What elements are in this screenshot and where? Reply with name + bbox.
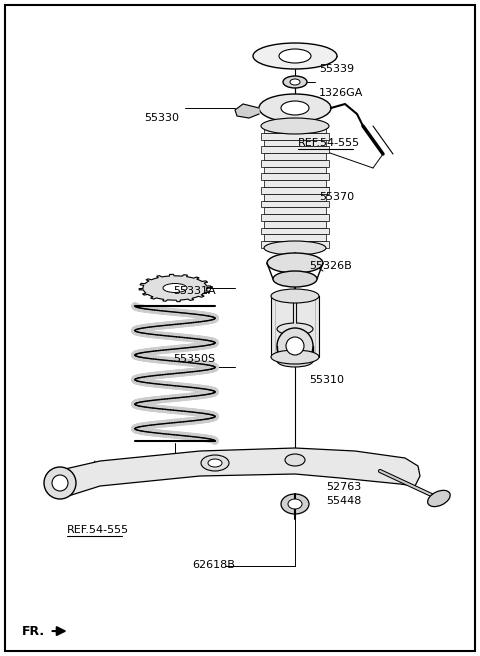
Bar — [264, 234, 326, 241]
Text: 55370: 55370 — [319, 192, 354, 202]
Ellipse shape — [271, 350, 319, 364]
Text: 55331A: 55331A — [173, 285, 216, 296]
Ellipse shape — [259, 94, 331, 122]
Ellipse shape — [281, 494, 309, 514]
Ellipse shape — [208, 459, 222, 467]
Text: 62618B: 62618B — [192, 560, 235, 571]
Bar — [261, 241, 329, 248]
Ellipse shape — [271, 289, 319, 303]
Ellipse shape — [290, 79, 300, 85]
Ellipse shape — [201, 455, 229, 471]
Text: 52763: 52763 — [326, 482, 361, 492]
Bar — [264, 126, 326, 133]
Ellipse shape — [261, 118, 329, 134]
Bar — [264, 180, 326, 187]
Text: 55350S: 55350S — [173, 354, 215, 365]
Ellipse shape — [286, 337, 304, 355]
Text: 55448: 55448 — [326, 495, 362, 506]
Ellipse shape — [267, 253, 323, 273]
Bar — [261, 228, 329, 234]
Text: 55339: 55339 — [319, 64, 354, 74]
Bar — [271, 296, 319, 357]
Bar — [264, 207, 326, 214]
Ellipse shape — [277, 328, 313, 364]
Bar — [264, 194, 326, 201]
Ellipse shape — [273, 271, 317, 287]
Text: FR.: FR. — [22, 625, 45, 638]
Ellipse shape — [285, 454, 305, 466]
Ellipse shape — [52, 475, 68, 491]
Bar — [264, 140, 326, 146]
Polygon shape — [45, 448, 420, 498]
Ellipse shape — [277, 351, 313, 363]
Ellipse shape — [281, 101, 309, 115]
Bar — [264, 221, 326, 228]
Bar — [264, 153, 326, 160]
Bar — [261, 160, 329, 167]
Ellipse shape — [277, 355, 313, 367]
Ellipse shape — [253, 43, 337, 69]
Bar — [261, 133, 329, 140]
Bar — [261, 187, 329, 194]
Text: REF.54-555: REF.54-555 — [298, 138, 360, 148]
Ellipse shape — [44, 467, 76, 499]
Bar — [277, 329, 313, 357]
Bar — [261, 201, 329, 207]
Text: 55330: 55330 — [144, 113, 179, 123]
Text: 55326B: 55326B — [310, 260, 352, 271]
Text: 1326GA: 1326GA — [319, 88, 363, 98]
Ellipse shape — [277, 323, 313, 335]
Bar — [264, 167, 326, 173]
Text: 55310: 55310 — [310, 375, 345, 386]
Ellipse shape — [288, 499, 302, 509]
Bar — [261, 146, 329, 153]
Ellipse shape — [428, 490, 450, 506]
Ellipse shape — [283, 76, 307, 88]
Polygon shape — [139, 274, 211, 302]
Text: REF.54-555: REF.54-555 — [67, 525, 129, 535]
Ellipse shape — [279, 49, 311, 63]
Bar — [261, 173, 329, 180]
Ellipse shape — [264, 241, 326, 255]
Ellipse shape — [163, 283, 187, 293]
Polygon shape — [235, 104, 259, 118]
Bar — [261, 214, 329, 221]
